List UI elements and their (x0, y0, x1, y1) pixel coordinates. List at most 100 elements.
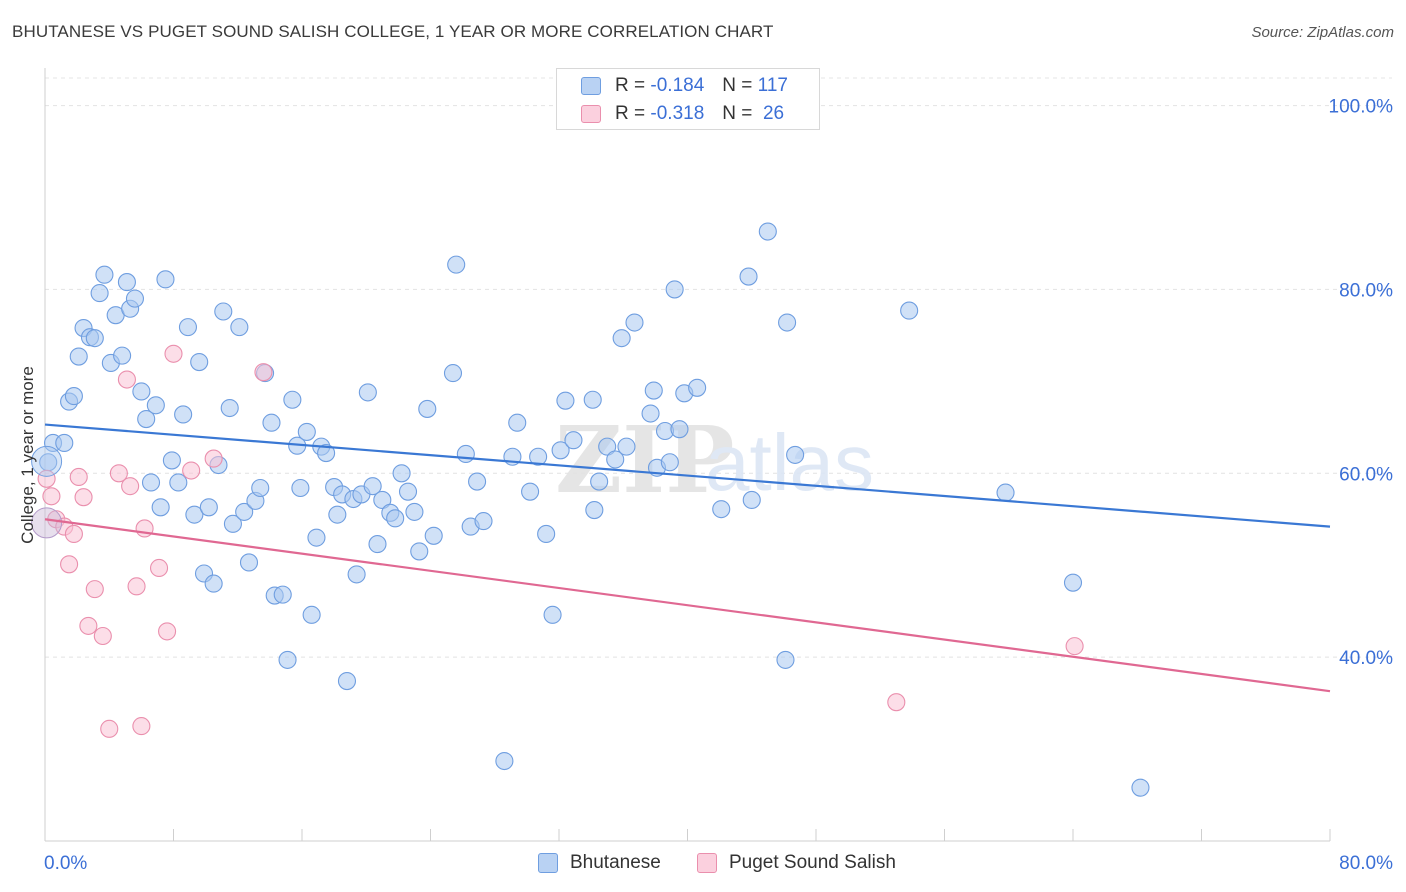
bhutanese-point (660, 453, 679, 472)
puget-sound-salish-point (127, 577, 146, 596)
bhutanese-point (742, 490, 761, 509)
bhutanese-point (543, 605, 562, 624)
bhutanese-point (468, 472, 487, 491)
puget-sound-salish-point (93, 626, 112, 646)
bhutanese-point (297, 422, 316, 441)
bhutanese-point (291, 478, 310, 498)
puget-sound-salish-point (74, 488, 93, 507)
chart-title: BHUTANESE VS PUGET SOUND SALISH COLLEGE,… (12, 22, 774, 41)
bhutanese-point (125, 289, 144, 308)
bhutanese-point (564, 431, 583, 450)
series-name-puget: Puget Sound Salish (729, 852, 896, 873)
bhutanese-point (405, 502, 424, 521)
legend-row-puget: R = -0.318 N = 26 (581, 102, 784, 126)
bhutanese-point (739, 267, 758, 286)
puget-sound-salish-point (100, 719, 119, 738)
watermark-atlas: atlas (705, 418, 874, 507)
bhutanese-point (169, 473, 188, 492)
series-swatch-puget (697, 853, 717, 873)
puget-sound-salish-point (69, 467, 88, 487)
puget-sound-salish-trend-line (44, 518, 1331, 693)
bhutanese-point (585, 501, 604, 520)
legend-swatch-bhutanese (581, 77, 601, 95)
bhutanese-point (223, 514, 242, 533)
bhutanese-point (174, 405, 193, 424)
watermark: ZIP atlas (555, 406, 874, 514)
bhutanese-point (239, 553, 259, 572)
bhutanese-point (146, 396, 165, 415)
source-label: Source: ZipAtlas.com (1251, 24, 1394, 41)
legend-r-label: R = (615, 75, 646, 96)
bhutanese-point (358, 383, 377, 402)
bhutanese-point (398, 482, 418, 501)
bhutanese-point (317, 444, 336, 463)
legend-n-label: N = (722, 103, 753, 124)
bhutanese-point (347, 565, 366, 584)
bhutanese-point (273, 585, 292, 604)
bhutanese-point (474, 512, 493, 531)
bhutanese-point (424, 526, 443, 545)
bhutanese-point (583, 390, 602, 409)
bhutanese-point (521, 482, 540, 501)
puget-sound-salish-point (1065, 637, 1084, 656)
bhutanese-point (185, 505, 204, 524)
bhutanese-point (606, 450, 625, 469)
trend-lines (44, 423, 1331, 693)
bhutanese-point (199, 498, 218, 517)
bhutanese-point (447, 255, 466, 274)
data-points (31, 222, 1150, 797)
bhutanese-point (117, 273, 136, 292)
bhutanese-point (641, 404, 660, 423)
bhutanese-point (612, 329, 631, 348)
bhutanese-point (551, 441, 570, 460)
bhutanese-point (778, 313, 797, 332)
series-legend-bhutanese: Bhutanese (538, 852, 661, 874)
bhutanese-point (204, 574, 223, 593)
bhutanese-trend-line (44, 423, 1331, 528)
bhutanese-point (251, 478, 270, 498)
bhutanese-point (162, 451, 181, 470)
bhutanese-point (556, 391, 575, 410)
bhutanese-point (644, 381, 663, 400)
puget-sound-salish-point (164, 344, 183, 363)
bhutanese-point (368, 535, 387, 554)
legend-swatch-puget (581, 105, 601, 123)
bhutanese-point (95, 265, 114, 284)
bhutanese-point (670, 420, 689, 439)
watermark-zip: ZIP (555, 406, 734, 514)
series-swatch-bhutanese (538, 853, 558, 873)
legend-r-label: R = (615, 103, 646, 124)
bhutanese-point (537, 524, 556, 544)
bhutanese-point (617, 437, 636, 456)
bhutanese-point (410, 542, 429, 561)
y-tick-label: 80.0% (1339, 280, 1393, 301)
puget-sound-salish-point (37, 469, 56, 488)
bhutanese-point (55, 433, 74, 453)
bhutanese-point (665, 280, 684, 299)
bhutanese-point (495, 751, 514, 771)
puget-sound-salish-point (117, 370, 136, 389)
bhutanese-point (786, 445, 805, 464)
puget-sound-salish-point (42, 487, 61, 506)
bhutanese-point (90, 284, 109, 303)
bhutanese-point (283, 390, 302, 409)
bhutanese-point (900, 301, 919, 320)
bhutanese-point (302, 605, 321, 624)
puget-sound-salish-point (85, 580, 104, 599)
bhutanese-point (113, 346, 132, 365)
bhutanese-point (230, 318, 249, 337)
bhutanese-point (69, 347, 88, 366)
bhutanese-point (337, 671, 357, 691)
puget-sound-salish-point (132, 717, 151, 736)
bhutanese-point (141, 473, 161, 492)
puget-sound-salish-point (109, 464, 128, 483)
x-tick-label: 0.0% (44, 853, 87, 874)
x-tick-label: 80.0% (1339, 853, 1393, 874)
bhutanese-point (443, 364, 463, 383)
bhutanese-point (373, 490, 392, 509)
bhutanese-point (307, 528, 326, 547)
y-tick-label: 40.0% (1339, 648, 1393, 669)
puget-sound-salish-point (887, 693, 906, 712)
legend-r-value: -0.318 (650, 103, 705, 124)
puget-sound-salish-point (149, 558, 169, 578)
